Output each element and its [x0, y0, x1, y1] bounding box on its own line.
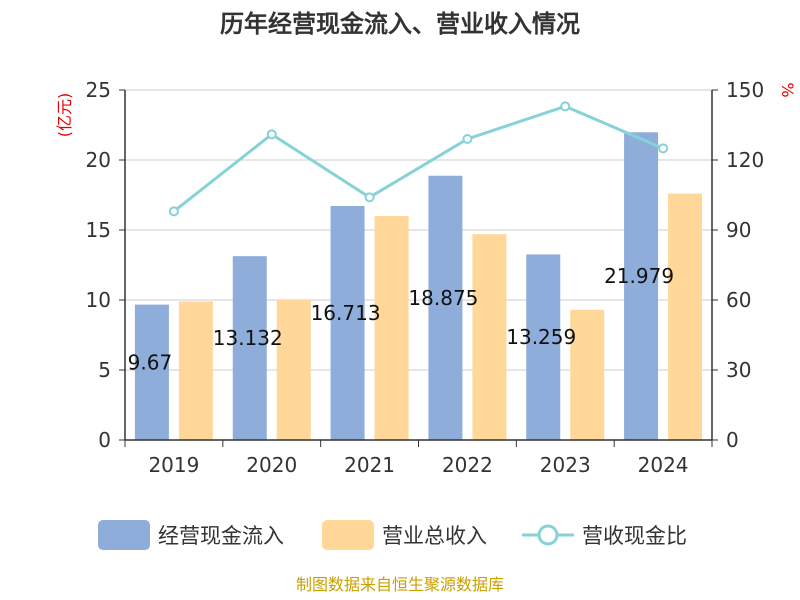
axes: 0 5 10 15 20 25 0 30 60 90 120 150 2019 2020 2021 2022 2…	[86, 78, 765, 477]
x-tick-label: 2024	[638, 453, 689, 477]
bar	[330, 206, 365, 440]
legend-label: 营业总收入	[382, 524, 487, 548]
ratio-line	[168, 101, 669, 217]
legend-swatch-bar	[98, 520, 150, 550]
ratio-point	[658, 143, 669, 154]
y-right-tick-label: 150	[726, 78, 764, 102]
bar-data-label: 18.875	[408, 286, 478, 310]
y-left-tick-label: 15	[86, 218, 111, 242]
bar	[374, 216, 409, 440]
legend-swatch-marker	[537, 524, 559, 546]
legend-label: 经营现金流入	[158, 524, 284, 548]
bar-data-label: 21.979	[604, 264, 674, 288]
bar	[526, 254, 561, 440]
legend-label: 营收现金比	[582, 524, 687, 548]
y-right-tick-label: 90	[726, 218, 751, 242]
x-tick-label: 2023	[540, 453, 591, 477]
y-left-tick-label: 0	[98, 428, 111, 452]
bar-data-label: 13.259	[506, 325, 576, 349]
bar	[624, 132, 659, 440]
bar	[276, 300, 311, 440]
y-left-tick-label: 25	[86, 78, 111, 102]
bar	[428, 175, 463, 440]
bar-data-label: 9.67	[128, 350, 173, 374]
x-tick-label: 2020	[246, 453, 297, 477]
ratio-point	[364, 192, 375, 203]
ratio-point	[168, 206, 179, 217]
ratio-line-path	[172, 104, 664, 213]
legend: 经营现金流入 营业总收入 营收现金比	[98, 520, 687, 550]
bar	[570, 309, 605, 440]
y-left-tick-label: 10	[86, 288, 111, 312]
bar-data-label: 16.713	[311, 301, 381, 325]
bar-data-label: 13.132	[213, 326, 283, 350]
y-left-unit: (亿元)	[55, 93, 74, 138]
ratio-point	[462, 134, 473, 144]
ratio-point	[560, 101, 571, 112]
x-tick-label: 2021	[344, 453, 395, 477]
bar	[668, 193, 703, 440]
bar	[472, 234, 507, 440]
y-right-tick-label: 30	[726, 358, 751, 382]
y-right-unit: %	[778, 82, 797, 97]
y-right-tick-label: 60	[726, 288, 751, 312]
bars	[134, 132, 703, 440]
bar	[178, 301, 213, 440]
ratio-point	[266, 129, 277, 140]
y-left-tick-label: 5	[98, 358, 111, 382]
chart-title: 历年经营现金流入、营业收入情况	[220, 10, 580, 38]
x-tick-label: 2019	[148, 453, 199, 477]
source-note: 制图数据来自恒生聚源数据库	[296, 575, 504, 594]
x-tick-label: 2022	[442, 453, 493, 477]
bar	[134, 304, 169, 440]
data-labels: 9.67 13.132 16.713 18.875 13.259 21.979	[128, 264, 674, 374]
y-right-tick-label: 120	[726, 148, 764, 172]
bar	[232, 256, 267, 440]
legend-swatch-bar	[322, 520, 374, 550]
y-left-tick-label: 20	[86, 148, 111, 172]
y-right-tick-label: 0	[726, 428, 739, 452]
